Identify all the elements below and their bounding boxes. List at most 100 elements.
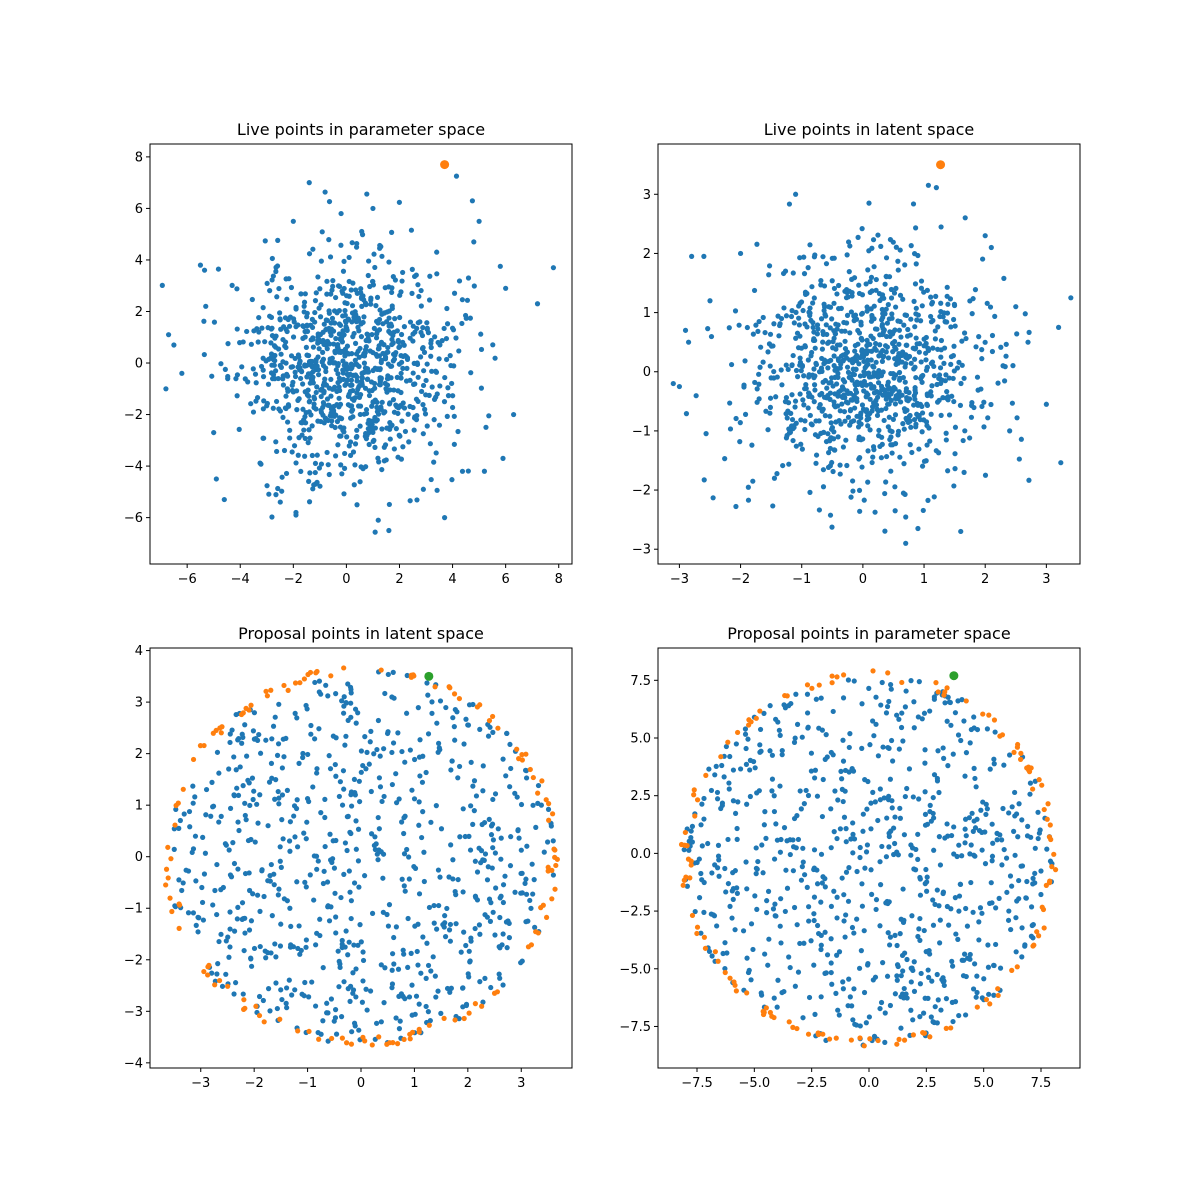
data-point: [917, 981, 924, 987]
data-point: [351, 880, 358, 886]
data-point: [535, 782, 542, 789]
data-point: [900, 490, 907, 496]
data-point: [967, 851, 973, 857]
data-point: [864, 348, 870, 354]
data-point: [865, 479, 871, 485]
data-point: [380, 875, 386, 881]
data-point: [993, 905, 999, 911]
data-point: [273, 777, 279, 783]
edge-point: [875, 1037, 881, 1044]
data-point: [391, 934, 397, 941]
edge-point: [256, 1012, 263, 1019]
data-point: [372, 264, 378, 271]
data-point: [351, 942, 357, 948]
data-point: [880, 744, 886, 750]
data-point: [313, 359, 319, 365]
data-point: [747, 767, 753, 773]
data-point: [336, 404, 342, 410]
data-point: [326, 198, 333, 205]
data-point: [345, 986, 351, 992]
data-point: [428, 344, 434, 351]
data-point: [955, 732, 962, 738]
data-point: [363, 464, 369, 470]
data-point: [310, 344, 317, 350]
data-point: [784, 885, 791, 891]
data-point: [381, 342, 387, 348]
x-tick-label: −3: [191, 1076, 210, 1091]
data-point: [882, 1010, 888, 1016]
data-point: [291, 443, 298, 449]
data-point: [301, 309, 307, 315]
data-point: [826, 450, 832, 456]
data-point: [216, 770, 222, 776]
data-point: [201, 267, 208, 273]
data-point: [468, 803, 474, 809]
data-point: [893, 361, 899, 367]
edge-point: [767, 1009, 773, 1016]
data-point: [863, 849, 870, 855]
data-point: [300, 323, 306, 329]
data-point: [959, 853, 965, 859]
data-point: [919, 429, 925, 435]
data-point: [498, 856, 504, 862]
data-point: [821, 394, 828, 400]
data-point: [777, 783, 783, 789]
data-point: [463, 942, 469, 949]
data-point: [856, 456, 862, 462]
data-point: [400, 269, 406, 276]
data-point: [495, 826, 501, 832]
edge-point: [341, 665, 347, 671]
y-tick-label: 8: [135, 150, 143, 165]
data-point: [345, 681, 351, 687]
data-point: [276, 285, 282, 292]
data-point: [355, 710, 361, 716]
data-point: [351, 330, 357, 337]
data-point: [797, 255, 803, 261]
data-point: [892, 484, 898, 490]
edge-point: [1049, 864, 1055, 870]
data-point: [961, 718, 967, 724]
data-point: [256, 314, 262, 321]
edge-point: [519, 752, 525, 758]
edge-point: [218, 730, 224, 736]
data-point: [852, 348, 858, 354]
data-point: [874, 406, 880, 412]
data-point: [834, 291, 840, 297]
data-point: [831, 888, 837, 894]
data-point: [347, 382, 354, 388]
data-point: [980, 256, 986, 262]
data-point: [963, 335, 969, 342]
data-point: [743, 745, 749, 752]
data-point: [892, 412, 899, 418]
data-point: [480, 999, 486, 1005]
data-point: [200, 834, 206, 840]
x-tick-label: −2.5: [796, 1076, 828, 1091]
edge-point: [735, 729, 741, 736]
data-point: [260, 374, 267, 380]
edge-point: [165, 875, 171, 881]
data-point: [727, 753, 733, 760]
data-point: [841, 814, 848, 820]
data-point: [426, 904, 433, 911]
data-point: [378, 962, 384, 968]
data-point: [336, 958, 342, 964]
data-point: [290, 218, 296, 224]
data-point: [956, 1012, 962, 1019]
data-point: [946, 699, 953, 705]
data-point: [409, 787, 415, 793]
data-point: [424, 680, 430, 686]
data-point: [865, 448, 871, 454]
data-point: [936, 834, 942, 840]
data-point: [742, 411, 749, 417]
data-point: [861, 989, 868, 996]
data-point: [928, 294, 934, 300]
data-point: [880, 314, 886, 321]
data-point: [363, 337, 369, 344]
data-point: [840, 986, 846, 992]
data-point: [806, 994, 813, 1001]
data-point: [342, 346, 348, 352]
edge-point: [1036, 777, 1042, 783]
data-point: [185, 910, 192, 916]
data-point: [818, 278, 824, 284]
data-point: [866, 200, 872, 206]
